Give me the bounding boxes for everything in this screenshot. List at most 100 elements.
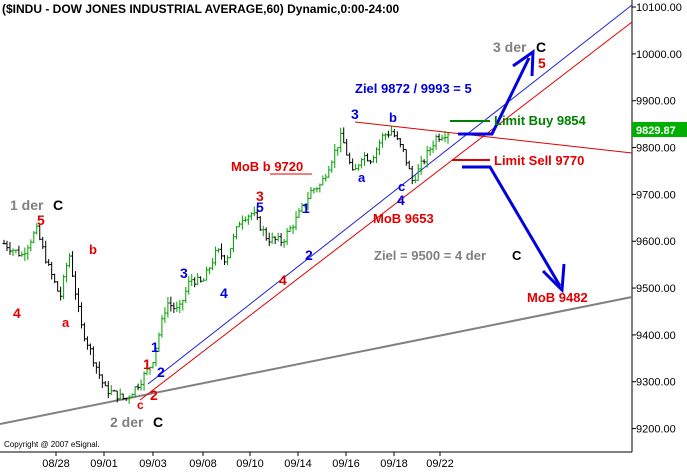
price-bar: [446, 132, 450, 144]
price-bar: [199, 276, 203, 283]
y-tick-label: 9700.00: [636, 189, 676, 201]
price-bar: [5, 240, 9, 252]
price-bar: [357, 164, 361, 171]
mob-9482-label: MoB 9482: [527, 290, 588, 305]
chart-title: ($INDU - DOW JONES INDUSTRIAL AVERAGE,60…: [2, 2, 400, 16]
down-forecast-arrowhead-icon: [541, 263, 566, 294]
price-bar: [428, 146, 432, 156]
last-price-marker: 9829.87: [632, 122, 687, 137]
wave-label-blue-4a: 4: [220, 285, 228, 301]
price-bar: [267, 232, 271, 247]
last-price-box: [632, 122, 687, 137]
wave-label-blue-5: 5: [256, 199, 264, 215]
target-4der-label: Ziel = 9500 = 4 der: [374, 248, 486, 263]
target-5-label: Ziel 9872 / 9993 = 5: [355, 81, 472, 96]
price-bar: [291, 224, 295, 234]
price-bar: [157, 332, 161, 352]
price-bar: [208, 266, 212, 275]
wave-label-blue-3b: 3: [351, 106, 359, 122]
price-bar: [422, 159, 426, 165]
price-bar: [124, 397, 128, 401]
price-bar: [172, 302, 176, 314]
price-bar: [366, 153, 370, 162]
wave-label-red-c: c: [137, 398, 144, 412]
y-tick-label: 9900.00: [636, 96, 676, 108]
wave-label-red-1: 1: [143, 356, 151, 372]
price-bar: [363, 152, 367, 166]
price-bar: [142, 371, 146, 391]
price-bar: [11, 248, 15, 257]
price-bar: [130, 393, 134, 398]
y-tick-label: 9200.00: [636, 424, 676, 436]
price-bar: [26, 244, 30, 260]
price-bar: [136, 383, 140, 391]
price-bar: [115, 390, 119, 403]
wave-label-blue-b: b: [389, 110, 397, 125]
price-bar: [237, 221, 241, 228]
price-bar: [336, 146, 340, 156]
price-bar: [315, 187, 319, 193]
wave-label-red-4b: 4: [279, 272, 287, 288]
price-bar: [178, 299, 182, 314]
price-bar: [160, 315, 164, 338]
wave-label-blue-3a: 3: [180, 265, 188, 281]
price-bar: [112, 389, 116, 392]
price-bar: [234, 226, 238, 240]
long-term-support-line: [0, 296, 633, 425]
y-tick-label: 9400.00: [636, 330, 676, 342]
wave-label-3der-c: C: [536, 39, 546, 55]
wave-label-2der-c: C: [153, 414, 163, 430]
price-bar: [309, 186, 313, 199]
price-bar: [133, 386, 137, 398]
price-bar: [56, 281, 60, 292]
price-bar: [88, 343, 92, 356]
target-4der-c: C: [512, 248, 522, 263]
price-bar: [145, 364, 149, 376]
price-bar: [47, 258, 51, 267]
price-bar: [181, 299, 185, 311]
price-bar: [41, 236, 45, 250]
red-resistance-line: [354, 121, 633, 154]
down-forecast-arrow: [462, 165, 562, 287]
wave-label-red-5b: 5: [538, 55, 546, 71]
wave-label-1der-c: C: [53, 197, 63, 213]
price-bar: [369, 159, 373, 165]
wave-label-blue-2a: 2: [157, 364, 165, 380]
limit-sell-label: Limit Sell 9770: [494, 153, 584, 168]
price-bar: [351, 158, 355, 171]
price-bar: [249, 212, 253, 221]
price-bar: [23, 247, 27, 261]
wave-label-3der: 3 der: [493, 39, 527, 55]
price-bar: [193, 277, 197, 288]
price-bar: [377, 139, 381, 156]
wave-label-red-3: 3: [256, 188, 264, 204]
wave-label-blue-1b: 1: [302, 200, 310, 216]
price-bar: [360, 157, 364, 169]
price-bar: [300, 202, 304, 213]
price-bar: [434, 134, 438, 150]
price-bar: [288, 225, 292, 233]
price-bar: [68, 253, 72, 268]
price-bar: [103, 381, 107, 387]
price-bar: [166, 297, 170, 318]
price-bar: [276, 232, 280, 242]
price-bar: [2, 239, 6, 245]
price-bar: [410, 165, 414, 185]
price-bar: [97, 361, 101, 379]
price-bar: [240, 215, 244, 230]
price-bar: [282, 238, 286, 248]
price-bar: [76, 288, 80, 313]
y-tick-label: 10000.00: [636, 49, 682, 61]
price-bar: [151, 361, 155, 369]
price-bar: [205, 266, 209, 281]
price-bar: [243, 216, 247, 223]
price-bar: [175, 301, 179, 312]
price-bar: [395, 131, 399, 141]
price-bar: [217, 248, 221, 253]
price-bar: [32, 231, 36, 244]
price-bar: [419, 155, 423, 176]
price-bar: [169, 296, 173, 312]
price-bar: [82, 322, 86, 342]
price-bar: [372, 155, 376, 163]
wave-label-blue-a: a: [358, 170, 366, 185]
